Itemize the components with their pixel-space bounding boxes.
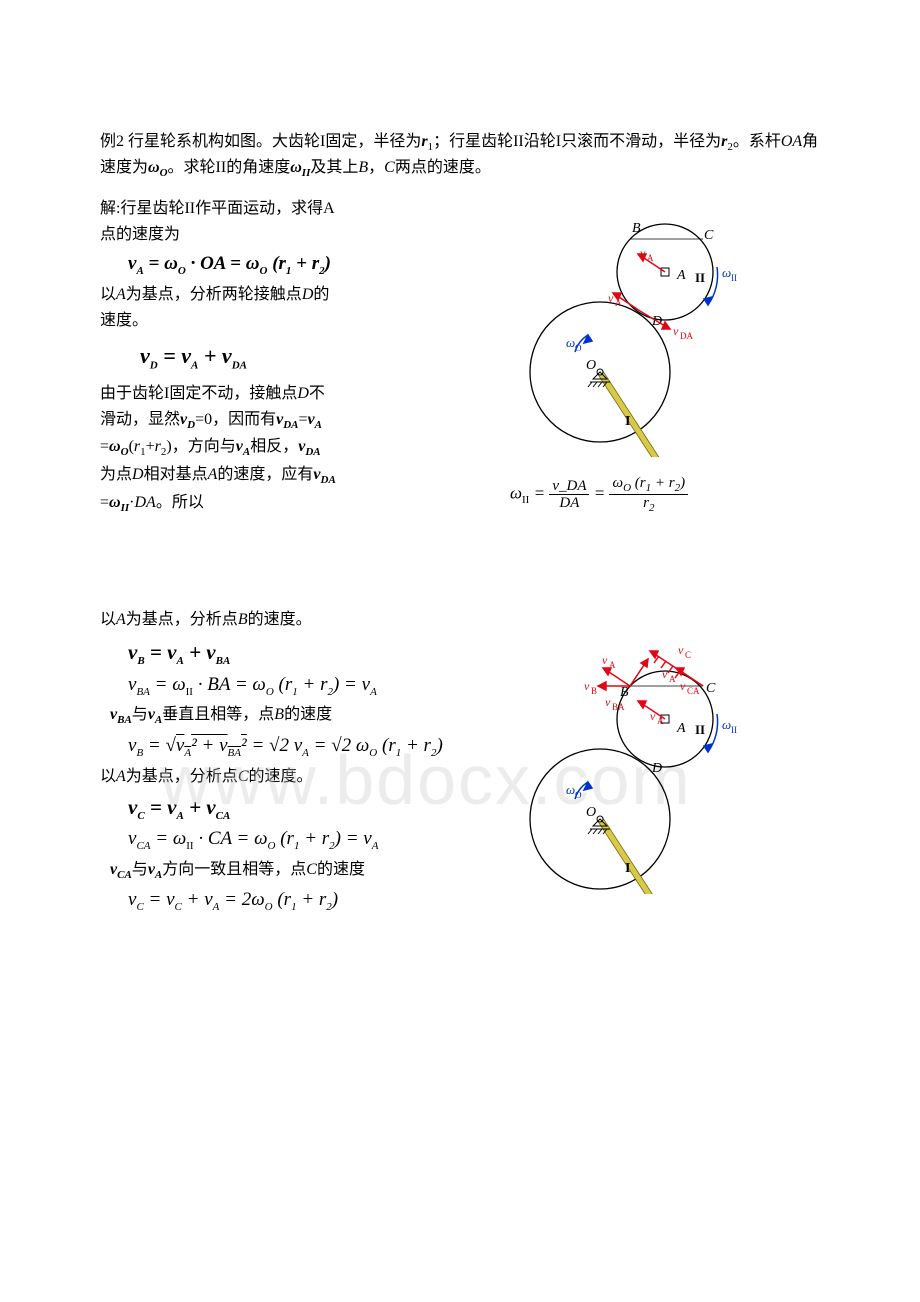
p1-l1: 解:行星齿轮II作平面运动，求得A	[100, 197, 480, 221]
svg-text:v: v	[640, 246, 646, 260]
p2-l4: vCA与vA方向一致且相等，点C的速度	[110, 858, 480, 884]
svg-text:O: O	[575, 343, 582, 353]
svg-text:v: v	[662, 667, 668, 681]
svg-text:v: v	[650, 709, 656, 723]
svg-text:v: v	[680, 679, 686, 693]
p1-l5: 由于齿轮I固定不动，接触点D不	[100, 382, 480, 406]
p2-eq4: vC = vA + vCA	[128, 795, 480, 822]
svg-text:B: B	[620, 685, 629, 700]
svg-text:II: II	[731, 725, 737, 735]
svg-text:A: A	[676, 721, 686, 736]
p1-l2: 点的速度为	[100, 223, 480, 247]
figure-1: D B C O A II I v A v A	[480, 197, 780, 457]
omega-II-equation: ωII = v_DADA = ωO (r1 + r2)r2	[510, 475, 688, 514]
svg-text:v: v	[678, 643, 684, 657]
svg-text:ω: ω	[722, 717, 731, 732]
p1-eq1: vA = ωO · OA = ωO (r1 + r2)	[128, 253, 480, 277]
svg-text:II: II	[695, 270, 705, 285]
p2-l3: 以A为基点，分析点C的速度。	[100, 765, 480, 789]
p2-eq3: vB = √vA² + vBA² = √2 vA = √2 ωO (r1 + r…	[128, 735, 480, 759]
svg-text:O: O	[575, 790, 582, 800]
p1-l4: 速度。	[100, 309, 480, 333]
p2-eq6: vC = vC + vA = 2ωO (r1 + r2)	[128, 889, 480, 913]
svg-text:A: A	[657, 716, 664, 726]
p2-l1: 以A为基点，分析点B的速度。	[100, 608, 820, 632]
p2-eq2: vBA = ωII · BA = ωO (r1 + r2) = vA	[128, 674, 480, 698]
svg-text:I: I	[625, 861, 630, 876]
svg-text:DA: DA	[680, 331, 693, 341]
p1-eq2: vD = vA + vDA	[140, 343, 480, 371]
svg-text:O: O	[586, 805, 596, 820]
svg-text:A: A	[676, 268, 686, 283]
svg-text:v: v	[602, 653, 608, 667]
problem-title: 例2 行星轮系机构如图。大齿轮I固定，半径为r1；行星齿轮II沿轮I只滚而不滑动…	[100, 130, 820, 181]
figure-2: O A D B C II I v A v A	[480, 634, 780, 894]
p1-l8: 为点D相对基点A的速度，应有vDA	[100, 463, 480, 489]
svg-text:C: C	[685, 650, 691, 660]
p1-l3: 以A为基点，分析两轮接触点D的	[100, 283, 480, 307]
svg-text:ω: ω	[566, 335, 575, 350]
svg-text:A: A	[609, 660, 616, 670]
svg-text:A: A	[669, 674, 676, 684]
svg-text:II: II	[731, 273, 737, 283]
svg-text:II: II	[695, 722, 705, 737]
page-content: 例2 行星轮系机构如图。大齿轮I固定，半径为r1；行星齿轮II沿轮I只滚而不滑动…	[100, 130, 820, 919]
p1-l6: 滑动，显然vD=0，因而有vDA=vA	[100, 408, 480, 434]
svg-text:B: B	[591, 686, 597, 696]
svg-text:A: A	[647, 253, 654, 263]
svg-text:C: C	[704, 228, 714, 243]
svg-text:I: I	[625, 414, 630, 429]
p1-l9: =ωII·DA。所以	[100, 491, 480, 517]
svg-text:v: v	[584, 679, 590, 693]
p2-eq1: vB = vA + vBA	[128, 640, 480, 667]
svg-text:D: D	[651, 761, 662, 776]
solution-part-2: vB = vA + vBA vBA = ωII · BA = ωO (r1 + …	[100, 634, 480, 919]
svg-text:CA: CA	[687, 686, 700, 696]
svg-text:v: v	[605, 695, 611, 709]
svg-text:O: O	[586, 358, 596, 373]
p1-l7: =ωO(r1+r2)，方向与vA相反，vDA	[100, 435, 480, 461]
svg-text:v: v	[673, 324, 679, 338]
svg-text:ω: ω	[722, 265, 731, 280]
svg-text:v: v	[608, 291, 614, 305]
svg-text:ω: ω	[566, 782, 575, 797]
svg-text:B: B	[632, 221, 641, 236]
svg-text:BA: BA	[612, 702, 625, 712]
solution-part-1: 解:行星齿轮II作平面运动，求得A 点的速度为 vA = ωO · OA = ω…	[100, 197, 480, 518]
p2-eq5: vCA = ωII · CA = ωO (r1 + r2) = vA	[128, 828, 480, 852]
p2-l2: vBA与vA垂直且相等，点B的速度	[110, 703, 480, 729]
svg-text:A: A	[615, 298, 622, 308]
svg-text:C: C	[706, 681, 716, 696]
